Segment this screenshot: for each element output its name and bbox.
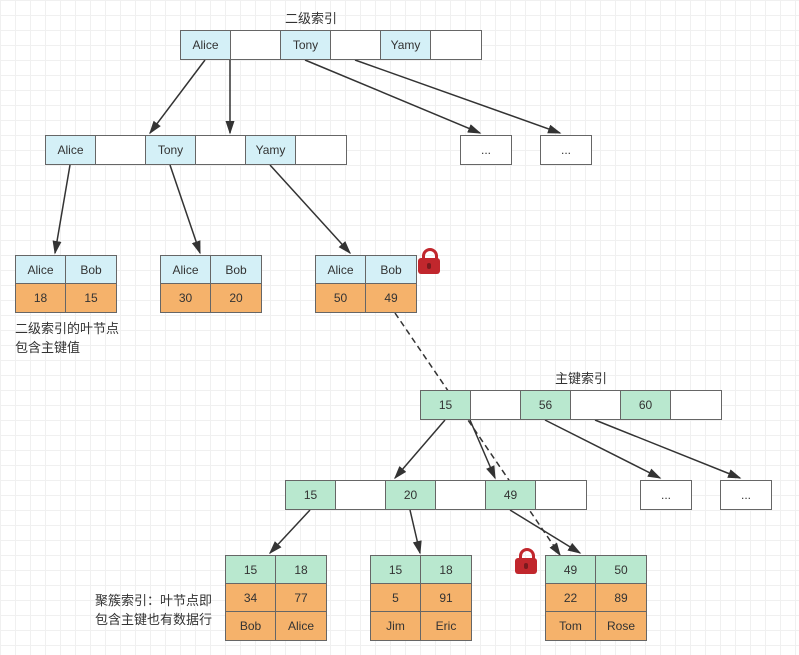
secondary-index-title: 二级索引 [285,8,337,27]
btree-cell: ... [541,136,591,164]
leaf-cell: 15 [371,556,421,584]
leaf-cell: Bob [366,256,416,284]
btree-node: 15 20 49 [285,480,587,510]
secondary-leaf: AliceBob3020 [160,255,262,313]
leaf-cell: 77 [276,584,326,612]
btree-node: ... [540,135,592,165]
leaf-cell: 18 [276,556,326,584]
btree-node: Alice Tony Yamy [45,135,347,165]
leaf-cell: Tom [546,612,596,640]
btree-cell [296,136,346,164]
primary-leaf-caption: 聚簇索引：叶节点即 包含主键也有数据行 [95,590,212,628]
primary-index-title: 主键索引 [555,368,607,387]
btree-cell: Tony [146,136,196,164]
btree-cell [536,481,586,509]
leaf-cell: 89 [596,584,646,612]
lock-icon [515,548,537,574]
btree-cell: ... [641,481,691,509]
btree-cell [471,391,521,419]
btree-node: ... [460,135,512,165]
btree-cell: ... [461,136,511,164]
primary-leaf: 15183477BobAlice [225,555,327,641]
leaf-cell: Bob [66,256,116,284]
btree-cell: 56 [521,391,571,419]
leaf-cell: 49 [546,556,596,584]
btree-cell [336,481,386,509]
leaf-cell: Alice [161,256,211,284]
leaf-cell: 20 [211,284,261,312]
btree-cell: Yamy [381,31,431,59]
btree-cell: Tony [281,31,331,59]
primary-leaf: 1518591JimEric [370,555,472,641]
leaf-cell: 91 [421,584,471,612]
btree-cell: Yamy [246,136,296,164]
diagram-canvas: 二级索引 主键索引 二级索引的叶节点 包含主键值 聚簇索引：叶节点即 包含主键也… [0,0,799,655]
leaf-cell: Bob [226,612,276,640]
leaf-cell: 49 [366,284,416,312]
secondary-leaf-caption: 二级索引的叶节点 包含主键值 [15,318,119,356]
leaf-cell: Alice [276,612,326,640]
leaf-cell: 34 [226,584,276,612]
leaf-cell: 22 [546,584,596,612]
leaf-cell: 15 [66,284,116,312]
leaf-cell: Alice [316,256,366,284]
leaf-cell: 15 [226,556,276,584]
leaf-cell: 50 [316,284,366,312]
btree-cell: 20 [386,481,436,509]
btree-node: ... [640,480,692,510]
btree-node: ... [720,480,772,510]
primary-leaf: 49502289TomRose [545,555,647,641]
leaf-cell: 30 [161,284,211,312]
leaf-cell: 18 [421,556,471,584]
leaf-cell: Rose [596,612,646,640]
leaf-cell: 5 [371,584,421,612]
btree-cell [671,391,721,419]
leaf-cell: 50 [596,556,646,584]
btree-cell: 49 [486,481,536,509]
btree-cell [436,481,486,509]
secondary-leaf: AliceBob1815 [15,255,117,313]
btree-cell [431,31,481,59]
leaf-cell: 18 [16,284,66,312]
btree-cell: 60 [621,391,671,419]
leaf-cell: Bob [211,256,261,284]
btree-node: 15 56 60 [420,390,722,420]
btree-cell: 15 [421,391,471,419]
btree-cell: 15 [286,481,336,509]
btree-node: Alice Tony Yamy [180,30,482,60]
lock-icon [418,248,440,274]
btree-cell: Alice [181,31,231,59]
secondary-leaf: AliceBob5049 [315,255,417,313]
btree-cell: ... [721,481,771,509]
leaf-cell: Eric [421,612,471,640]
btree-cell [231,31,281,59]
btree-cell [571,391,621,419]
btree-cell [96,136,146,164]
btree-cell: Alice [46,136,96,164]
btree-cell [331,31,381,59]
leaf-cell: Jim [371,612,421,640]
btree-cell [196,136,246,164]
leaf-cell: Alice [16,256,66,284]
